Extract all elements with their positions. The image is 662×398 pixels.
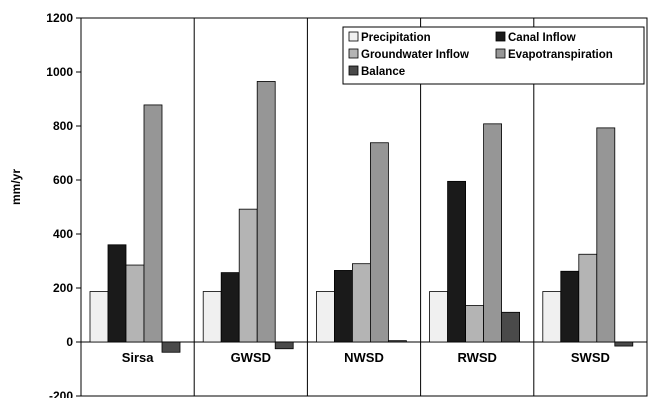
x-category-label: GWSD [231, 350, 271, 365]
bar-balance-sirsa [161, 341, 181, 353]
bar-balance-rwsd [501, 311, 521, 343]
legend-label: Precipitation [361, 32, 431, 44]
y-tick-label: 400 [53, 227, 73, 241]
legend-label: Canal Inflow [508, 32, 576, 44]
legend-swatch [348, 31, 359, 42]
legend-label: Balance [361, 66, 405, 78]
legend-swatch [495, 48, 506, 59]
bar-canal-inflow-rwsd [447, 180, 467, 343]
y-tick-label: 200 [53, 281, 73, 295]
bar-precipitation-sirsa [89, 291, 109, 343]
x-category-label: RWSD [457, 350, 496, 365]
x-category-label: NWSD [344, 350, 384, 365]
legend-box [342, 26, 645, 85]
bar-precipitation-rwsd [429, 291, 449, 343]
bar-groundwater-inflow-swsd [578, 253, 598, 343]
bar-balance-gwsd [274, 341, 294, 350]
bar-groundwater-inflow-rwsd [465, 305, 485, 343]
bar-evapotranspiration-sirsa [143, 104, 163, 343]
legend-swatch [495, 31, 506, 42]
bar-precipitation-gwsd [202, 291, 222, 343]
y-tick-label: 600 [53, 173, 73, 187]
bar-groundwater-inflow-sirsa [125, 264, 145, 343]
bar-balance-swsd [614, 341, 634, 347]
bar-groundwater-inflow-gwsd [238, 208, 258, 343]
bar-precipitation-swsd [542, 291, 562, 343]
legend-swatch [348, 48, 359, 59]
bar-canal-inflow-nwsd [333, 270, 353, 343]
legend-swatch [348, 65, 359, 76]
bar-evapotranspiration-gwsd [256, 81, 276, 343]
x-category-label: SWSD [571, 350, 610, 365]
bar-evapotranspiration-rwsd [483, 123, 503, 343]
y-tick-label: -200 [49, 389, 73, 398]
bar-evapotranspiration-nwsd [369, 142, 389, 343]
bar-canal-inflow-sirsa [107, 244, 127, 343]
y-tick-label: 1000 [46, 65, 73, 79]
y-tick-label: 0 [66, 335, 73, 349]
legend-label: Groundwater Inflow [361, 49, 469, 61]
bar-canal-inflow-swsd [560, 270, 580, 343]
legend-label: Evapotranspiration [508, 49, 613, 61]
y-axis-title: mm/yr [9, 169, 23, 205]
bar-evapotranspiration-swsd [596, 127, 616, 343]
bar-canal-inflow-gwsd [220, 272, 240, 343]
bar-groundwater-inflow-nwsd [351, 263, 371, 343]
y-tick-label: 1200 [46, 11, 73, 25]
bar-precipitation-nwsd [315, 291, 335, 343]
bar-balance-nwsd [387, 340, 407, 343]
x-category-label: Sirsa [122, 350, 155, 365]
y-tick-label: 800 [53, 119, 73, 133]
